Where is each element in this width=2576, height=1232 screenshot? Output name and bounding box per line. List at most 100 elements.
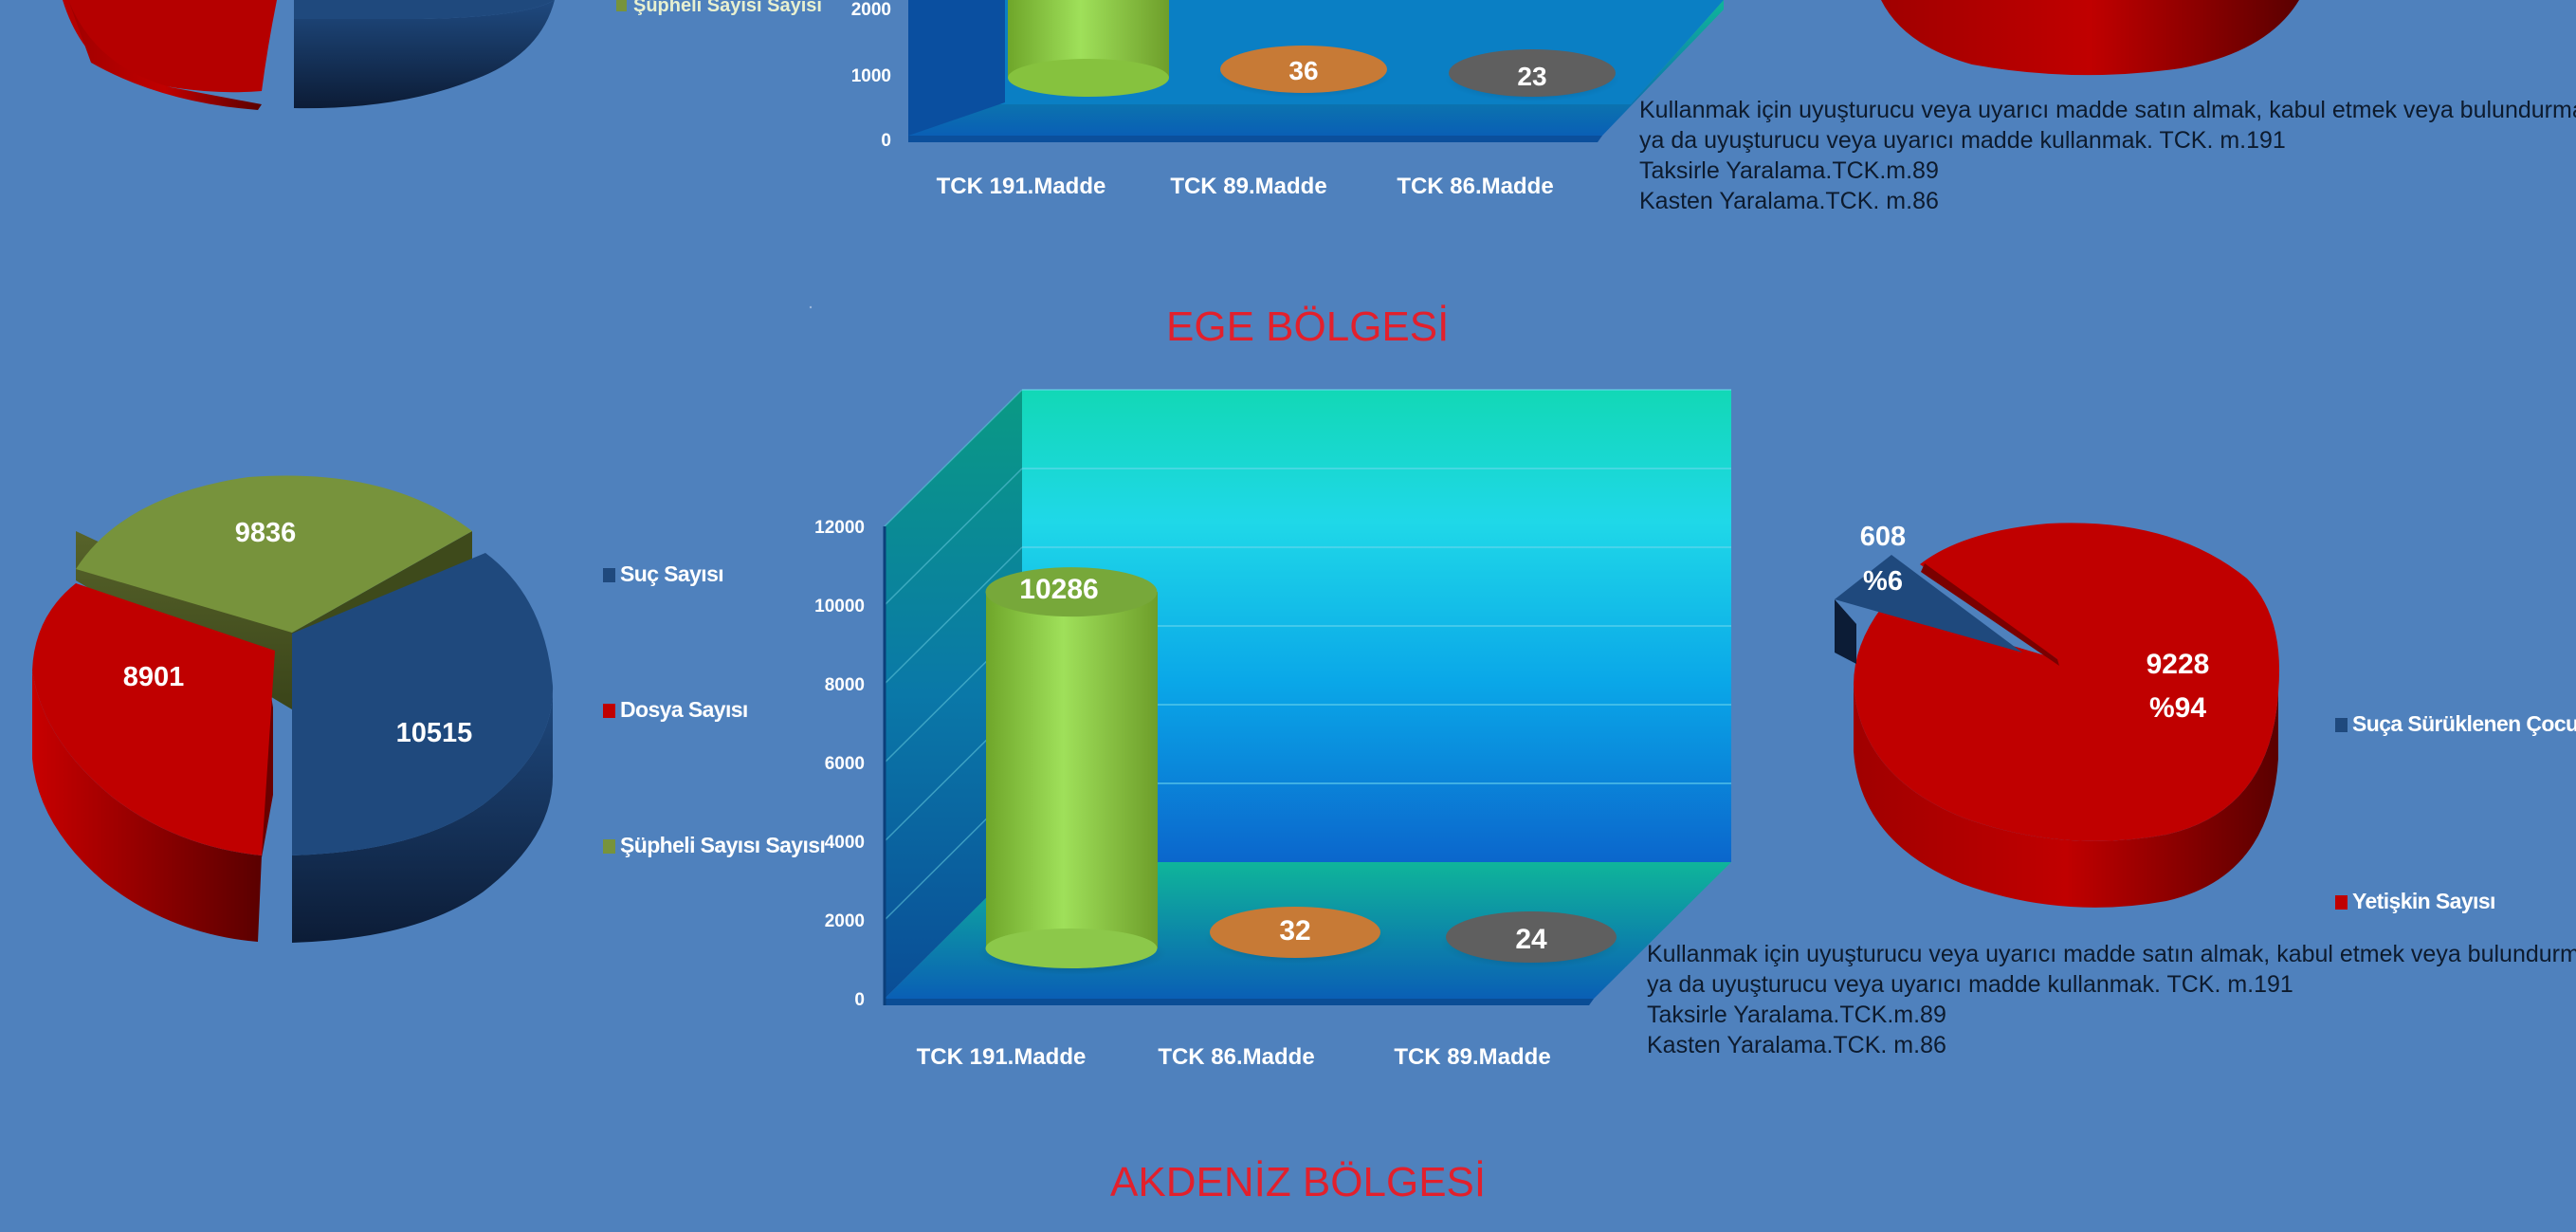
top-bar-ytick-1000: 1000 [851, 66, 891, 86]
legend-label-yetiskin: Yetişkin Sayısı [2352, 889, 2495, 913]
ege-pie-counts: 9836 8901 10515 [32, 475, 554, 943]
akdeniz-region-title: AKDENİZ BÖLGESİ [1110, 1159, 1487, 1205]
top-bar-ytick-2000: 2000 [851, 0, 891, 20]
top-pie-legend-partial: Şüpheli Sayısı Sayısı [616, 0, 822, 16]
legend-label-suc: Suç Sayısı [620, 561, 724, 586]
ege-bar-ytick: 6000 [825, 754, 865, 774]
ege-bar-disc-86: 32 [1204, 907, 1386, 964]
ege-pie-percent-cocuk: %6 [1863, 566, 1903, 597]
ege-notes: Kullanmak için uyuşturucu veya uyarıcı m… [1647, 939, 2576, 1060]
ege-pie-suc-side [292, 686, 554, 943]
ege-bar-ytick: 8000 [825, 675, 865, 695]
ege-pie-label-suc: 10515 [396, 718, 473, 748]
ege-pie-age-legend-yetiskin: Yetişkin Sayısı [2335, 889, 2495, 914]
ege-bar-disc-86-top [1210, 907, 1380, 958]
ege-bar-ytick: 0 [854, 990, 865, 1010]
legend-label-cocuk: Suça Sürüklenen Çocuk [2352, 711, 2576, 736]
ege-pie-dosya-side [32, 671, 262, 942]
ege-pie-label-supheli: 9836 [235, 518, 297, 548]
top-bar-side-wall [908, 0, 1005, 136]
ege-bar-ytick: 2000 [825, 911, 865, 931]
ege-bar-cylinder-body [986, 592, 1158, 948]
ege-bar-side-gridline [884, 546, 1023, 685]
ege-bar-cylinder-top [985, 567, 1158, 617]
top-bar-category-89: TCK 89.Madde [1170, 174, 1326, 199]
ege-bar-yticks: 0 2000 4000 6000 8000 10000 12000 [814, 518, 865, 1010]
ege-bar-category-86: TCK 86.Madde [1158, 1044, 1314, 1070]
ege-note-line-2: ya da uyuşturucu veya uyarıcı madde kull… [1647, 971, 2293, 998]
ege-pie-cocuk-side [1835, 599, 1856, 664]
top-bar-floor-front [908, 136, 1602, 142]
top-pie-left-partial [63, 0, 555, 110]
legend-label-supheli: Şüpheli Sayısı Sayısı [620, 833, 826, 857]
ege-pie-cocuk-slice [1835, 555, 2022, 653]
top-notes: Kullanmak için uyuşturucu veya uyarıcı m… [1639, 95, 2576, 216]
ege-pie-legend-dosya: Dosya Sayısı [603, 697, 748, 723]
ege-pie-age: 608 %6 9228 %94 [1835, 522, 2280, 908]
ege-bar-disc-89-top [1446, 911, 1617, 963]
ege-bar-value-86: 32 [1279, 915, 1310, 947]
ege-bar-ytick: 10000 [814, 597, 865, 616]
ege-pie-legend-suc: Suç Sayısı [603, 561, 724, 587]
legend-swatch-suc [603, 568, 615, 582]
ege-note-line-4: Kasten Yaralama.TCK. m.86 [1647, 1032, 1946, 1058]
top-bar-floor [908, 0, 1724, 136]
top-legend-supheli-label: Şüpheli Sayısı Sayısı [633, 0, 822, 16]
ege-pie-legend-supheli: Şüpheli Sayısı Sayısı [603, 833, 826, 858]
top-bar-value-89: 36 [1288, 56, 1318, 85]
legend-swatch-olive [616, 0, 627, 11]
ege-note-line-1: Kullanmak için uyuşturucu veya uyarıcı m… [1647, 941, 2576, 967]
ege-pie-yetiskin-cut [1921, 563, 2059, 666]
ege-bar-disc-89: 24 [1440, 911, 1622, 968]
legend-swatch-supheli [603, 839, 615, 854]
ege-pie-yetiskin-slice [1854, 523, 2280, 841]
top-bar-cylinder-base [1008, 59, 1169, 97]
top-pie-dosya-side [68, 0, 262, 110]
top-bar-disc-89 [1220, 46, 1387, 93]
top-bar-ytick-0: 0 [881, 131, 891, 151]
ege-bar-side-gridline [884, 389, 1023, 527]
ege-bar-floor-front [885, 999, 1594, 1005]
legend-swatch-yetiskin [2335, 895, 2348, 910]
legend-label-dosya: Dosya Sayısı [620, 697, 748, 722]
ege-pie-label-dosya: 8901 [123, 662, 185, 692]
ege-pie-dosya-slice [32, 583, 275, 855]
top-bar-value-86: 23 [1517, 62, 1546, 91]
ege-bar-cylinder-bottom [985, 929, 1158, 968]
ege-region-title: EGE BÖLGESİ [1166, 303, 1450, 350]
ege-bar-side-gridlines [884, 389, 1023, 921]
top-note-line-1: Kullanmak için uyuşturucu veya uyarıcı m… [1639, 97, 2576, 123]
ege-bar-value-191: 10286 [1019, 574, 1098, 605]
top-pie-right-partial [1881, 0, 2299, 76]
ege-pie-percent-yetiskin: %94 [2149, 692, 2206, 724]
ege-bar-side-gridline [884, 468, 1023, 606]
ege-pie-yetiskin-side [1854, 685, 2278, 908]
top-bar-disc-86 [1449, 49, 1616, 97]
ege-pie-value-yetiskin: 9228 [2147, 649, 2210, 680]
legend-swatch-dosya [603, 704, 615, 718]
top-note-line-4: Kasten Yaralama.TCK. m.86 [1639, 188, 1939, 214]
top-bar-category-191: TCK 191.Madde [937, 174, 1106, 199]
ege-pie-value-cocuk: 608 [1860, 522, 1906, 552]
ege-bar-category-89: TCK 89.Madde [1394, 1044, 1550, 1070]
ege-pie-supheli-slice [76, 475, 472, 633]
ege-bar-cylinder-191: 10286 [977, 567, 1167, 975]
ege-note-line-3: Taksirle Yaralama.TCK.m.89 [1647, 1002, 1946, 1028]
top-pie-right-red-slice [1881, 0, 2299, 76]
ege-pie-suc-slice [292, 553, 554, 855]
top-note-line-3: Taksirle Yaralama.TCK.m.89 [1639, 157, 1939, 184]
artifact-dot [809, 305, 813, 309]
top-pie-suc-slice [294, 0, 555, 19]
ege-bar-value-89: 24 [1515, 924, 1547, 955]
ege-bar-ytick: 12000 [814, 518, 865, 538]
ege-bar-ytick: 4000 [825, 833, 865, 853]
top-pie-suc-side [294, 0, 555, 109]
top-note-line-2: ya da uyuşturucu veya uyarıcı madde kull… [1639, 127, 2286, 154]
top-bar-category-86: TCK 86.Madde [1397, 174, 1553, 199]
top-bar-chart-partial: 36 23 2000 1000 0 TCK 191.Madde TCK 89.M… [851, 0, 1724, 199]
legend-swatch-cocuk [2335, 718, 2348, 732]
ege-bar-category-191: TCK 191.Madde [917, 1044, 1087, 1070]
ege-pie-age-legend-cocuk: Suça Sürüklenen Çocuk [2335, 711, 2576, 737]
